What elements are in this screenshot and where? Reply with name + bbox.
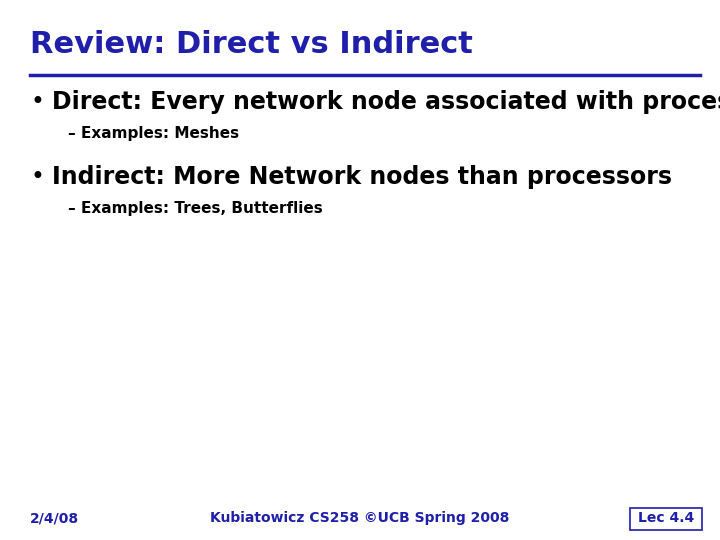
Text: – Examples: Meshes: – Examples: Meshes	[68, 126, 239, 141]
Text: Indirect: More Network nodes than processors: Indirect: More Network nodes than proces…	[52, 165, 672, 189]
Text: – Examples: Trees, Butterflies: – Examples: Trees, Butterflies	[68, 201, 323, 216]
Text: •: •	[30, 90, 44, 114]
Text: 2/4/08: 2/4/08	[30, 511, 79, 525]
Text: Direct: Every network node associated with processor: Direct: Every network node associated wi…	[52, 90, 720, 114]
Text: Lec 4.4: Lec 4.4	[638, 511, 694, 525]
FancyBboxPatch shape	[630, 508, 702, 530]
Text: Kubiatowicz CS258 ©UCB Spring 2008: Kubiatowicz CS258 ©UCB Spring 2008	[210, 511, 510, 525]
Text: •: •	[30, 165, 44, 189]
Text: Review: Direct vs Indirect: Review: Direct vs Indirect	[30, 30, 473, 59]
